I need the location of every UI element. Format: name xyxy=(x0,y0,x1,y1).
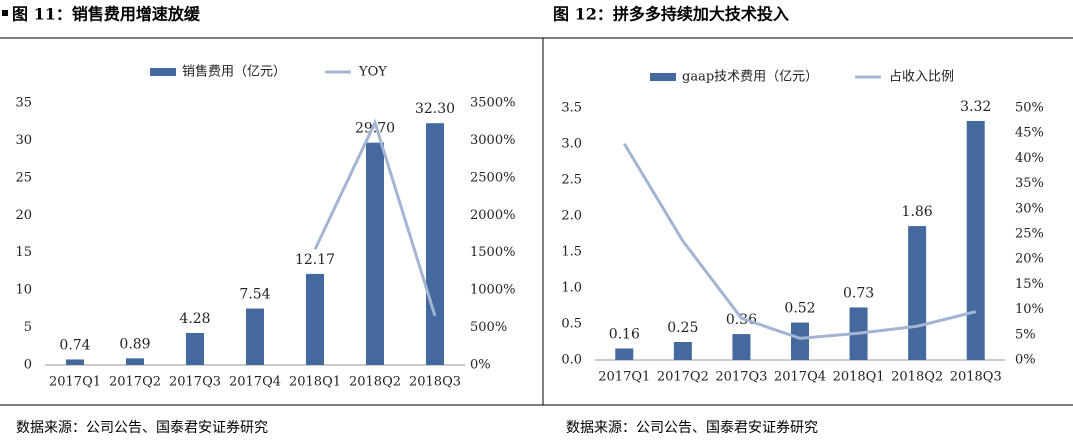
x-tick-label: 2018Q1 xyxy=(289,375,341,390)
x-tick-label: 2018Q2 xyxy=(349,375,401,390)
bar xyxy=(306,273,324,365)
y2-tick-label: 45% xyxy=(1015,126,1044,141)
legend-label: YOY xyxy=(358,65,387,80)
data-label: 0.16 xyxy=(609,326,640,342)
y-tick-label: 0.0 xyxy=(561,353,582,368)
y2-tick-label: 3000% xyxy=(470,133,515,148)
y-tick-label: 0.5 xyxy=(561,317,582,332)
bar xyxy=(246,308,264,365)
data-label: 0.36 xyxy=(726,312,757,328)
y-tick-label: 2.5 xyxy=(561,173,582,188)
data-label: 7.54 xyxy=(239,287,270,303)
data-label: 29.70 xyxy=(355,121,395,137)
source-note: 数据来源：公司公告、国泰君安证券研究 xyxy=(16,420,268,436)
y-tick-label: 15 xyxy=(15,245,32,260)
legend-label: 销售费用（亿元） xyxy=(182,64,286,80)
x-tick-label: 2018Q3 xyxy=(950,370,1002,385)
data-label: 4.28 xyxy=(179,311,210,327)
data-label: 0.74 xyxy=(59,337,90,353)
x-tick-label: 2018Q1 xyxy=(833,370,885,385)
y2-tick-label: 5% xyxy=(1015,327,1036,342)
y-tick-label: 1.5 xyxy=(561,245,582,260)
bar xyxy=(186,332,204,365)
bar xyxy=(966,120,985,361)
y2-tick-label: 40% xyxy=(1015,151,1044,166)
y-tick-label: 35 xyxy=(15,96,32,111)
y2-tick-label: 2000% xyxy=(470,208,515,223)
y-tick-label: 25 xyxy=(15,170,32,185)
y2-tick-label: 50% xyxy=(1015,101,1044,116)
y-tick-label: 5 xyxy=(24,320,32,335)
data-label: 3.32 xyxy=(960,99,991,115)
y-tick-label: 2.0 xyxy=(561,209,582,224)
line xyxy=(623,143,977,340)
bar xyxy=(366,142,384,365)
y2-tick-label: 0% xyxy=(1015,353,1036,368)
line xyxy=(313,118,437,317)
bar xyxy=(908,226,927,360)
x-tick-label: 2017Q2 xyxy=(657,370,709,385)
data-label: 12.17 xyxy=(295,252,335,268)
legend-label: 占收入比例 xyxy=(889,70,954,85)
y2-tick-label: 15% xyxy=(1015,277,1044,292)
y2-tick-label: 20% xyxy=(1015,252,1044,267)
y-tick-label: 10 xyxy=(15,283,32,298)
x-tick-label: 2017Q1 xyxy=(598,370,650,385)
y-tick-label: 3.0 xyxy=(561,137,582,152)
data-label: 32.30 xyxy=(415,101,455,117)
chart-title: 图 12：拼多多持续加大技术投入 xyxy=(553,5,789,24)
bar xyxy=(673,342,692,360)
bar xyxy=(126,358,144,365)
y2-tick-label: 10% xyxy=(1015,302,1044,317)
y-tick-label: 20 xyxy=(15,208,32,223)
data-label: 0.25 xyxy=(667,320,698,336)
y-tick-label: 3.5 xyxy=(561,101,582,116)
data-label: 0.89 xyxy=(119,336,150,352)
y2-tick-label: 30% xyxy=(1015,201,1044,216)
chart-title: 图 11：销售费用增速放缓 xyxy=(12,5,201,24)
y-tick-label: 0 xyxy=(24,358,32,373)
source-note: 数据来源：公司公告、国泰君安证券研究 xyxy=(566,420,818,436)
bar xyxy=(66,359,84,365)
y2-tick-label: 35% xyxy=(1015,176,1044,191)
x-tick-label: 2017Q1 xyxy=(49,375,101,390)
bar xyxy=(615,348,634,360)
x-tick-label: 2017Q2 xyxy=(109,375,161,390)
data-label: 1.86 xyxy=(902,204,933,220)
y2-tick-label: 1500% xyxy=(470,245,515,260)
bar xyxy=(791,322,809,360)
x-tick-label: 2018Q3 xyxy=(409,375,461,390)
legend-swatch xyxy=(150,68,176,76)
x-tick-label: 2017Q4 xyxy=(229,375,281,390)
x-tick-label: 2017Q3 xyxy=(169,375,221,390)
bar xyxy=(732,334,751,360)
y2-tick-label: 1000% xyxy=(470,283,515,298)
legend-label: gaap技术费用（亿元） xyxy=(682,70,818,85)
bar xyxy=(426,123,444,365)
y2-tick-label: 2500% xyxy=(470,170,515,185)
x-tick-label: 2017Q3 xyxy=(715,370,767,385)
y-tick-label: 1.0 xyxy=(561,281,582,296)
data-label: 0.73 xyxy=(843,285,874,301)
x-tick-label: 2018Q2 xyxy=(891,370,943,385)
legend-swatch xyxy=(650,73,676,81)
y-tick-label: 30 xyxy=(15,133,32,148)
x-tick-label: 2017Q4 xyxy=(774,370,826,385)
y2-tick-label: 0% xyxy=(470,358,491,373)
data-label: 0.52 xyxy=(784,301,815,317)
y2-tick-label: 3500% xyxy=(470,96,515,111)
y2-tick-label: 500% xyxy=(470,320,507,335)
y2-tick-label: 25% xyxy=(1015,227,1044,242)
bullet xyxy=(2,10,8,16)
